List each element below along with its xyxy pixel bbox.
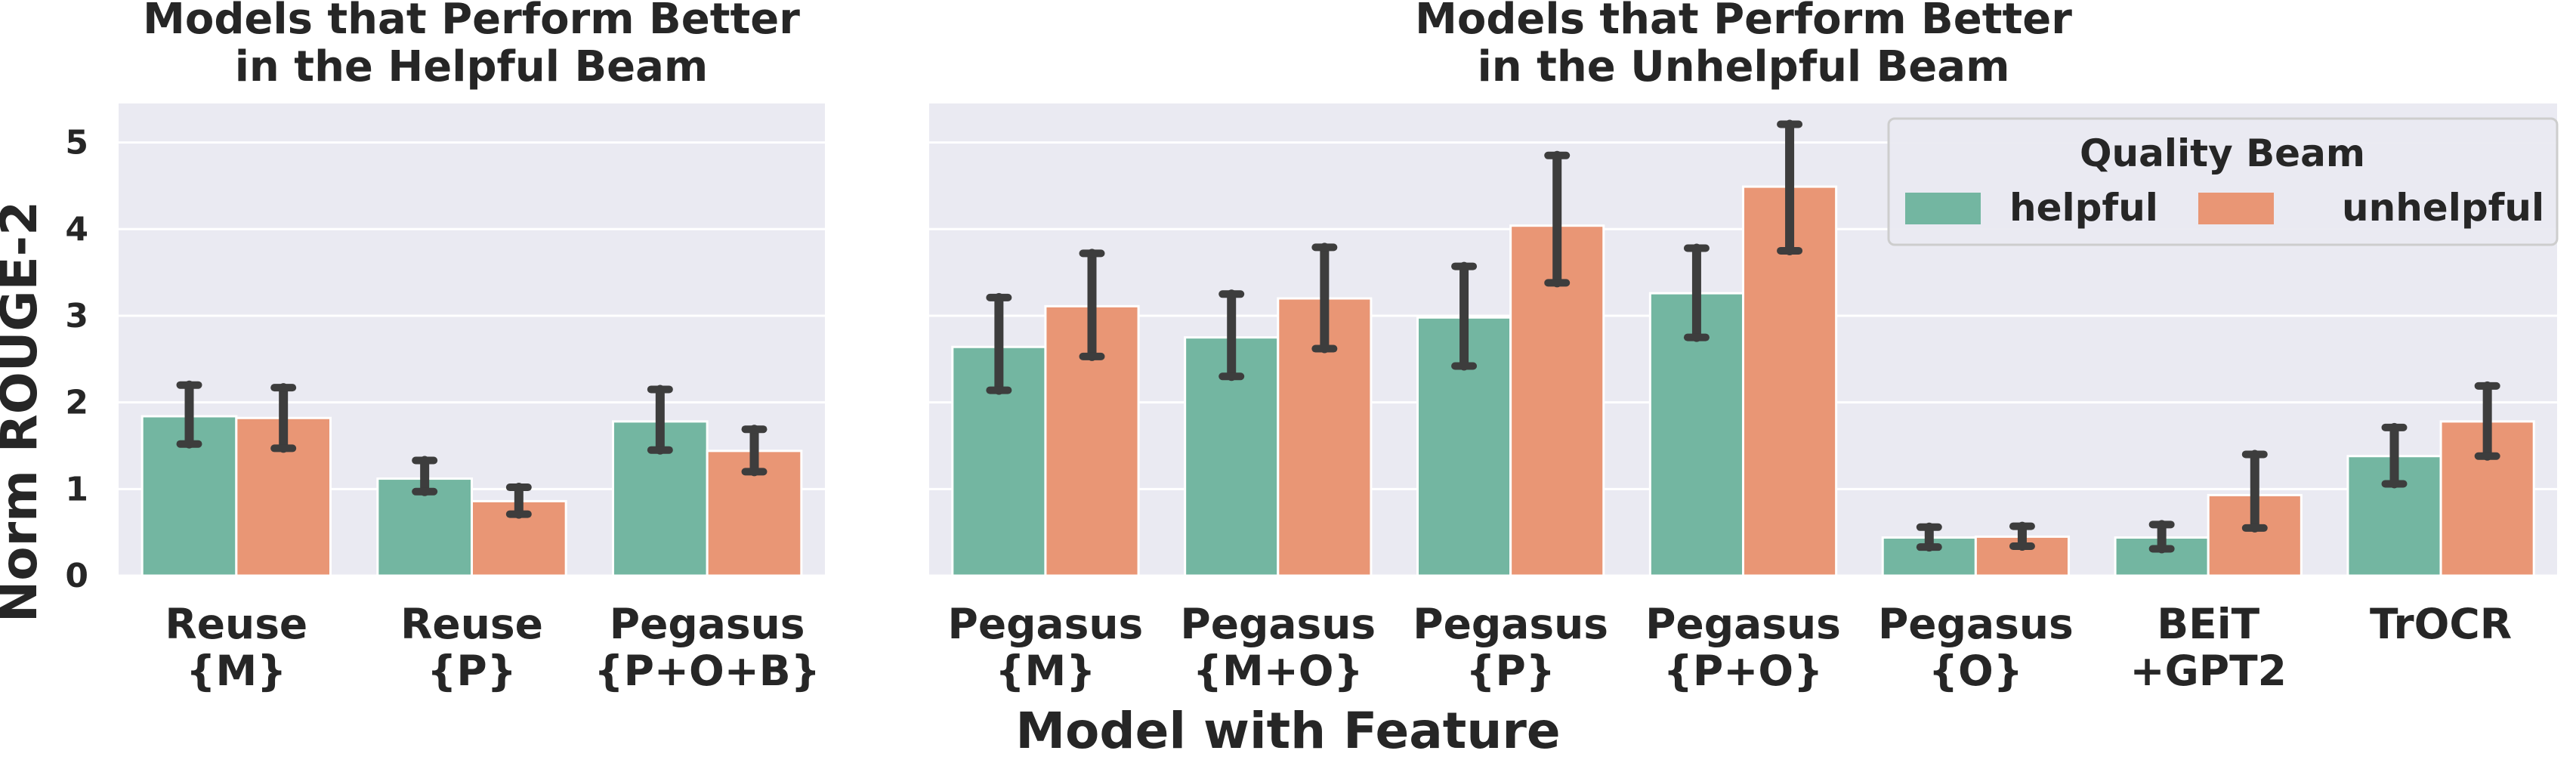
legend-label-unhelpful: unhelpful: [2342, 186, 2544, 230]
y-axis-label: Norm ROUGE-2: [0, 201, 48, 622]
panel-title: in the Unhelpful Beam: [1478, 42, 2010, 91]
x-tick-label: Pegasus: [1413, 600, 1608, 648]
x-tick-label: BEiT: [2157, 600, 2259, 648]
panel-title: Models that Perform Better: [1415, 0, 2072, 44]
x-tick-label: Pegasus: [1878, 600, 2074, 648]
panel-title: Models that Perform Better: [143, 0, 800, 44]
y-tick-label: 4: [65, 210, 88, 249]
y-tick-label: 3: [65, 297, 88, 335]
x-tick-label: {P}: [1466, 647, 1555, 695]
x-tick-label: Pegasus: [948, 600, 1144, 648]
x-tick-label: {M}: [995, 647, 1095, 695]
y-tick-label: 0: [65, 557, 88, 595]
legend: Quality Beam helpful unhelpful: [1887, 117, 2559, 246]
x-tick-label: {O}: [1929, 647, 2023, 695]
y-tick-label: 1: [65, 470, 88, 508]
x-tick-label: {M}: [186, 647, 286, 695]
x-tick-label: Reuse: [165, 600, 307, 648]
panel-title: in the Helpful Beam: [235, 42, 709, 91]
bar-unhelpful: [1509, 224, 1605, 577]
y-tick-label: 5: [65, 124, 88, 162]
legend-title: Quality Beam: [2080, 131, 2365, 175]
x-tick-label: {P+O}: [1663, 647, 1823, 695]
legend-swatch-unhelpful: [2198, 193, 2274, 224]
legend-box: [1887, 117, 2559, 246]
x-tick-label: Pegasus: [1180, 600, 1376, 648]
x-tick-label: {P+O+B}: [594, 647, 820, 695]
x-tick-label: {P}: [427, 647, 517, 695]
y-tick-label: 2: [65, 384, 88, 422]
x-tick-label: Reuse: [400, 600, 543, 648]
legend-swatch-helpful: [1905, 193, 1981, 224]
bar-unhelpful: [1044, 304, 1140, 577]
x-tick-label: Pegasus: [1645, 600, 1841, 648]
x-tick-label: TrOCR: [2370, 600, 2512, 648]
x-tick-label: Pegasus: [610, 600, 805, 648]
legend-label-helpful: helpful: [2009, 186, 2158, 230]
x-axis-label: Model with Feature: [1015, 702, 1560, 760]
x-tick-label: {M+O}: [1193, 647, 1364, 695]
x-tick-label: +GPT2: [2130, 647, 2287, 695]
